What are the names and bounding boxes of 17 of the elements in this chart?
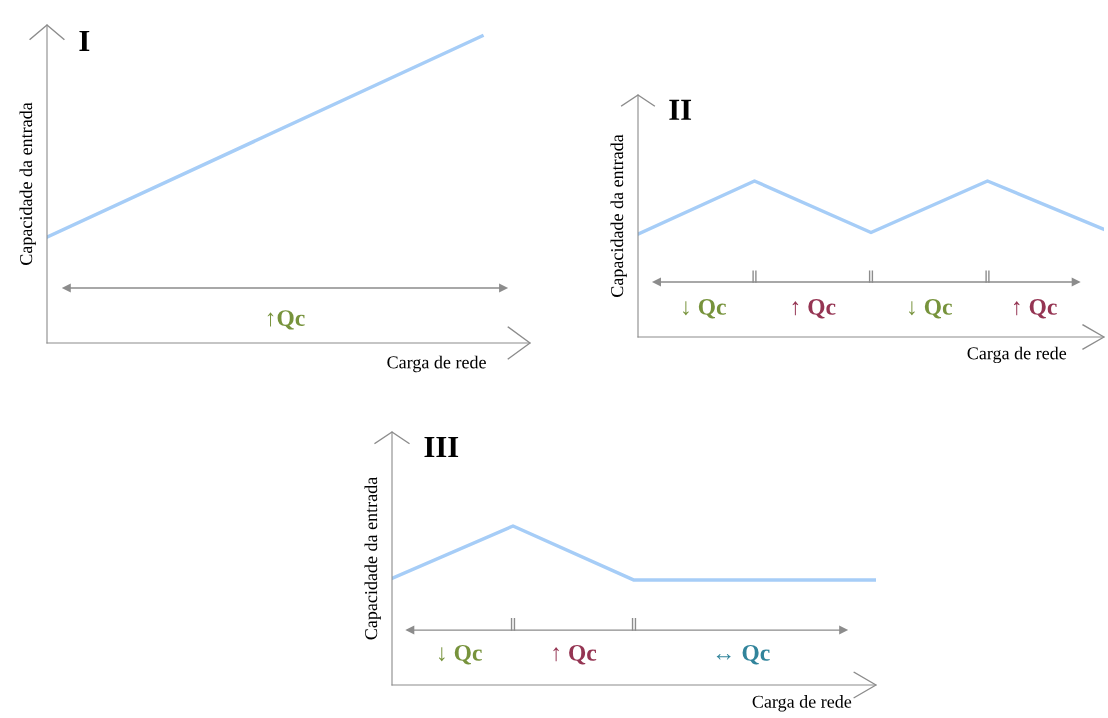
chart-title: II: [669, 99, 692, 120]
annotation: ↑ Qc: [1013, 298, 1057, 319]
x-axis-title: Carga de rede: [967, 346, 1067, 364]
y-axis-title: Capacidade da entrada: [610, 134, 627, 297]
annotation: ↔ Qc: [716, 644, 770, 665]
annotation: ↑ Qc: [553, 644, 597, 665]
annotation: ↑Qc: [267, 310, 305, 330]
chart-title: I: [79, 30, 90, 51]
annotation: ↑ Qc: [792, 298, 836, 319]
y-axis-title: Capacidade da entrada: [19, 102, 36, 265]
y-axis-title: Capacidade da entrada: [364, 477, 381, 640]
annotation: ↓ Qc: [683, 298, 726, 319]
annotation: ↓ Qc: [439, 644, 482, 665]
x-axis-title: Carga de rede: [387, 355, 486, 373]
x-axis-title: Carga de rede: [752, 695, 852, 712]
chart-title: III: [424, 436, 459, 457]
annotation: ↓ Qc: [909, 298, 952, 319]
